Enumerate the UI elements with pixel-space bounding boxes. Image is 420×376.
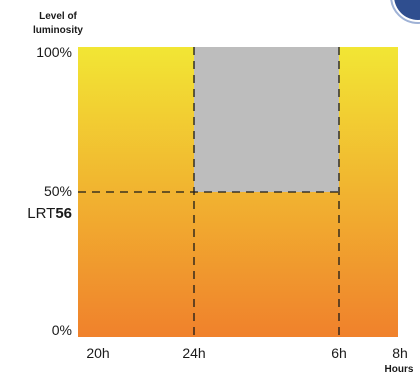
x-axis-title: Hours: [385, 364, 414, 375]
y-tick-label: 50%: [44, 183, 72, 199]
series-label-number: 56: [55, 205, 72, 222]
y-tick-label: 100%: [36, 44, 72, 60]
guide-lines: [78, 47, 340, 337]
y-tick-label: 0%: [52, 322, 72, 338]
x-tick-label: 24h: [182, 345, 205, 361]
series-label-prefix: LRT: [27, 205, 55, 222]
dimmed-area: [194, 47, 339, 192]
y-axis-title-line2: luminosity: [33, 25, 83, 36]
series-label: LRT56: [27, 205, 72, 222]
y-axis-title-line1: Level of: [39, 11, 77, 22]
corner-badge-ring-icon: [390, 0, 420, 24]
corner-badge-icon: [394, 0, 420, 20]
x-tick-label: 8h: [392, 345, 408, 361]
x-tick-label: 6h: [331, 345, 347, 361]
x-tick-label: 20h: [86, 345, 109, 361]
